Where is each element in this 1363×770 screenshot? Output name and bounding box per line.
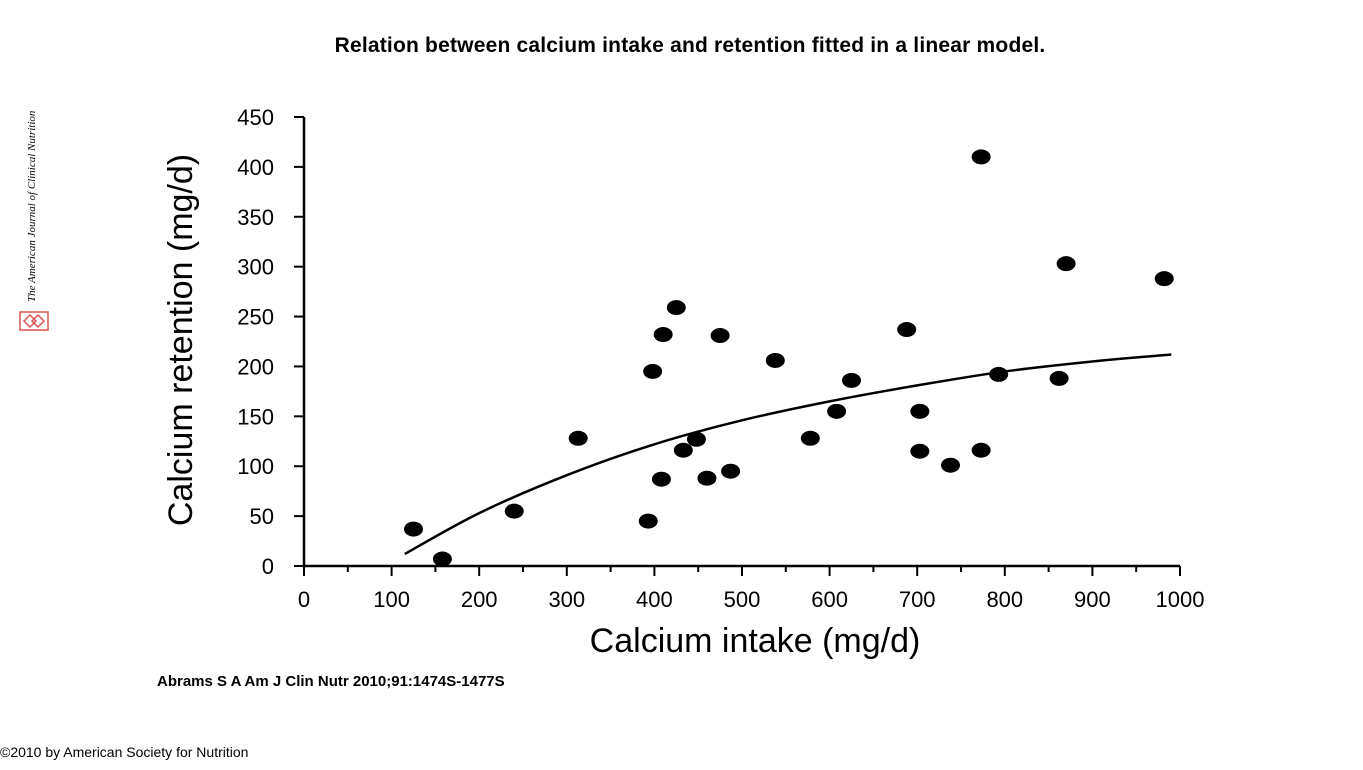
y-tick-label: 200 — [237, 354, 274, 379]
data-point — [940, 457, 960, 473]
fit-curve-group — [404, 353, 1172, 556]
data-points — [404, 149, 1174, 567]
data-point — [666, 300, 686, 316]
data-point — [710, 328, 730, 344]
data-point — [827, 403, 847, 419]
data-point — [432, 551, 452, 567]
data-point — [971, 442, 991, 458]
citation: Abrams S A Am J Clin Nutr 2010;91:1474S-… — [157, 673, 505, 690]
data-point — [697, 470, 717, 486]
fit-curve — [404, 353, 1172, 556]
journal-sidebar: The American Journal of Clinical Nutriti… — [18, 96, 49, 336]
data-point — [673, 442, 693, 458]
data-point — [686, 431, 706, 447]
x-tick-label: 500 — [724, 587, 761, 612]
y-tick-label: 250 — [237, 305, 274, 330]
y-tick-label: 450 — [237, 105, 274, 130]
x-tick-label: 600 — [811, 587, 848, 612]
x-tick-label: 900 — [1074, 587, 1111, 612]
x-tick-label: 400 — [636, 587, 673, 612]
x-axis-title: Calcium intake (mg/d) — [590, 622, 921, 660]
data-point — [971, 149, 991, 165]
data-point — [504, 503, 524, 519]
x-tick-label: 300 — [548, 587, 585, 612]
x-tick-label: 100 — [373, 587, 410, 612]
x-tick-label: 700 — [899, 587, 936, 612]
slide-title: Relation between calcium intake and rete… — [334, 34, 1046, 57]
chart-ticks: 0 100 200 300 400 500 600 700 800 900 1000 0 50 100 15… — [237, 105, 1204, 612]
y-tick-label: 150 — [237, 404, 274, 429]
chart-axes — [302, 117, 1180, 568]
data-point — [910, 443, 930, 459]
y-tick-label: 350 — [237, 205, 274, 230]
y-tick-label: 400 — [237, 155, 274, 180]
data-point — [568, 430, 588, 446]
data-point — [404, 521, 423, 537]
data-point — [721, 463, 741, 479]
y-tick-label: 0 — [262, 554, 274, 579]
y-axis-title: Calcium retention (mg/d) — [162, 154, 200, 526]
x-tick-label: 0 — [298, 587, 310, 612]
data-point — [1056, 256, 1076, 272]
data-point — [643, 363, 663, 379]
data-point — [653, 327, 673, 343]
journal-logo-icon — [19, 311, 49, 331]
copyright-notice: ©2010 by American Society for Nutrition — [0, 744, 249, 760]
y-tick-label: 50 — [250, 504, 274, 529]
data-point — [651, 471, 671, 487]
x-tick-label: 800 — [986, 587, 1023, 612]
data-point — [1154, 271, 1174, 287]
data-point — [765, 352, 785, 368]
data-point — [910, 403, 930, 419]
x-tick-label: 200 — [461, 587, 498, 612]
x-tick-label: 1000 — [1156, 587, 1205, 612]
y-tick-label: 300 — [237, 255, 274, 280]
data-point — [989, 366, 1009, 382]
data-point — [842, 372, 861, 388]
data-point — [1049, 370, 1069, 386]
data-point — [897, 322, 917, 338]
y-tick-label: 100 — [237, 454, 274, 479]
data-point — [800, 430, 820, 446]
data-point — [638, 513, 658, 529]
